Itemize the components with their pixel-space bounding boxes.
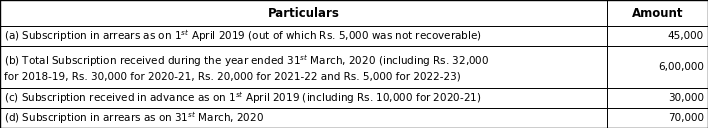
Text: Particulars: Particulars <box>268 7 340 20</box>
Bar <box>0 88 607 108</box>
Bar <box>0 46 607 88</box>
Bar <box>607 26 708 46</box>
Text: 6,00,000: 6,00,000 <box>658 62 704 72</box>
Bar <box>607 0 708 26</box>
Bar <box>0 0 607 26</box>
Bar <box>0 26 607 46</box>
Text: (a) Subscription in arrears as on 1$^{st}$ April 2019 (out of which Rs. 5,000 wa: (a) Subscription in arrears as on 1$^{st… <box>4 28 482 44</box>
Text: 30,000: 30,000 <box>668 93 704 103</box>
Bar <box>607 108 708 128</box>
Text: (d) Subscription in arrears as on 31$^{st}$ March, 2020: (d) Subscription in arrears as on 31$^{s… <box>4 110 264 126</box>
Text: (c) Subscription received in advance as on 1$^{st}$ April 2019 (including Rs. 10: (c) Subscription received in advance as … <box>4 90 481 106</box>
Text: 70,000: 70,000 <box>668 113 704 123</box>
Bar <box>0 108 607 128</box>
Text: Amount: Amount <box>632 7 683 20</box>
Bar <box>607 88 708 108</box>
Text: (b) Total Subscription received during the year ended 31$^{st}$ March, 2020 (inc: (b) Total Subscription received during t… <box>4 53 490 81</box>
Bar <box>607 46 708 88</box>
Text: 45,000: 45,000 <box>668 31 704 41</box>
